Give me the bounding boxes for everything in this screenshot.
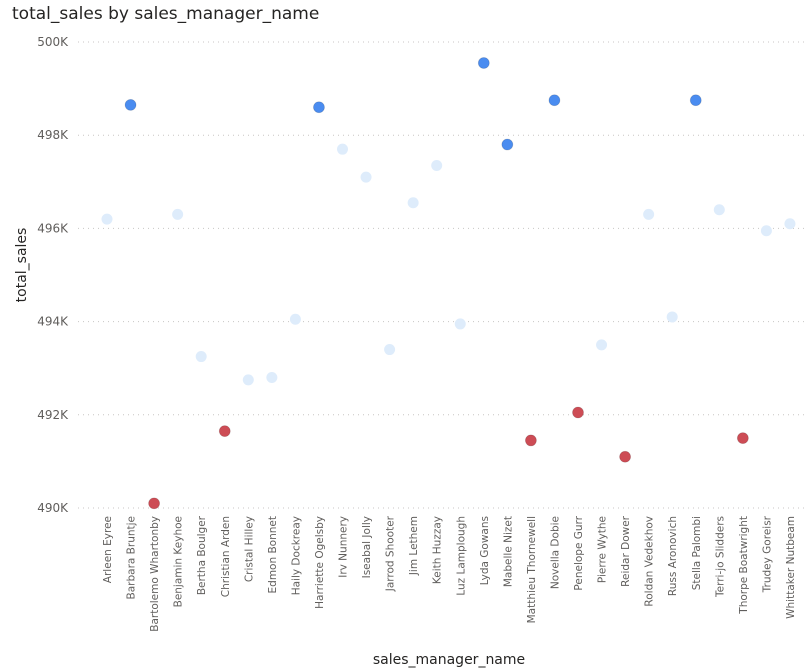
x-tick-label: Thorpe Boatwright xyxy=(738,516,750,615)
x-tick-label: Novella Dobie xyxy=(549,516,561,589)
x-tick-label: Christian Arden xyxy=(220,516,232,597)
x-tick-label: Barbara Bruntje xyxy=(126,516,138,599)
data-point[interactable] xyxy=(360,171,372,183)
x-tick-label: Haily Dockreay xyxy=(290,516,302,595)
data-point[interactable] xyxy=(148,497,161,510)
x-tick-label: Mabelle Nizet xyxy=(502,516,514,587)
x-tick-label: Terri-jo Slidders xyxy=(714,516,726,598)
x-tick-label: Arleen Eyree xyxy=(102,516,114,583)
data-point[interactable] xyxy=(525,434,537,447)
y-tick-label: 496K xyxy=(37,221,69,235)
data-point[interactable] xyxy=(407,197,419,209)
data-point[interactable] xyxy=(736,432,749,445)
x-tick-label: Benjamin Keyhoe xyxy=(173,516,185,607)
y-tick-label: 492K xyxy=(37,408,69,422)
data-point[interactable] xyxy=(548,94,561,107)
y-axis-ticks: 490K 492K 494K 496K 498K 500K xyxy=(37,35,69,515)
x-axis-title: sales_manager_name xyxy=(372,652,526,668)
x-tick-label: Russ Aronovich xyxy=(667,516,679,596)
y-tick-label: 500K xyxy=(37,35,69,49)
data-point[interactable] xyxy=(384,344,396,356)
data-point[interactable] xyxy=(337,143,348,155)
data-point[interactable] xyxy=(454,318,466,330)
data-point[interactable] xyxy=(266,372,278,384)
data-point[interactable] xyxy=(313,101,325,114)
data-point[interactable] xyxy=(643,208,655,220)
chart-title: total_sales by sales_manager_name xyxy=(12,4,320,24)
x-tick-label: Iseabal Jolly xyxy=(361,516,373,578)
gridlines xyxy=(78,41,808,509)
data-point[interactable] xyxy=(242,374,254,386)
x-tick-label: Reidar Dower xyxy=(620,515,632,587)
y-tick-label: 498K xyxy=(37,128,69,142)
data-point[interactable] xyxy=(124,99,137,111)
data-point[interactable] xyxy=(101,213,113,225)
data-point[interactable] xyxy=(689,94,702,107)
data-point[interactable] xyxy=(666,311,678,323)
x-axis-ticks: Arleen Eyree Barbara Bruntje Bartolemo Wha… xyxy=(102,515,797,631)
data-points xyxy=(101,57,796,510)
x-tick-label: Whittaker Nutbeam xyxy=(785,516,797,619)
x-tick-label: Bertha Boulger xyxy=(196,515,208,595)
x-tick-label: Jarrod Shooter xyxy=(385,515,397,592)
x-tick-label: Irv Nunnery xyxy=(338,516,350,578)
x-tick-label: Matthieu Thornewell xyxy=(526,516,538,623)
x-tick-label: Bartolemo Whartonby xyxy=(149,516,161,632)
x-tick-label: Lyda Gowans xyxy=(479,516,491,585)
data-point[interactable] xyxy=(572,406,584,419)
data-point[interactable] xyxy=(195,351,207,363)
x-tick-label: Keith Huzzay xyxy=(432,516,444,584)
data-point[interactable] xyxy=(596,339,608,351)
data-point[interactable] xyxy=(784,218,796,230)
data-point[interactable] xyxy=(760,225,772,237)
data-point[interactable] xyxy=(713,204,725,216)
data-point[interactable] xyxy=(172,208,184,220)
data-point[interactable] xyxy=(501,138,514,151)
data-point[interactable] xyxy=(619,450,631,463)
data-point[interactable] xyxy=(289,313,301,325)
x-tick-label: Roldan Vedekhov xyxy=(644,516,656,607)
x-tick-label: Stella Palombi xyxy=(691,516,703,590)
data-point[interactable] xyxy=(477,57,490,69)
x-tick-label: Pierre Wythe xyxy=(597,516,609,583)
x-tick-label: Harriette Ogelsby xyxy=(314,516,326,609)
y-tick-label: 494K xyxy=(37,315,69,329)
data-point[interactable] xyxy=(431,159,443,171)
x-tick-label: Jim Lethem xyxy=(408,516,420,576)
x-tick-label: Luz Lamplough xyxy=(455,516,467,596)
x-tick-label: Edmon Bonnet xyxy=(267,516,279,593)
x-tick-label: Trudey Goreisr xyxy=(761,515,773,593)
y-tick-label: 490K xyxy=(37,501,69,515)
x-tick-label: Cristal Hilley xyxy=(243,516,255,582)
data-point[interactable] xyxy=(218,425,231,438)
x-tick-label: Penelope Gurr xyxy=(573,515,585,590)
